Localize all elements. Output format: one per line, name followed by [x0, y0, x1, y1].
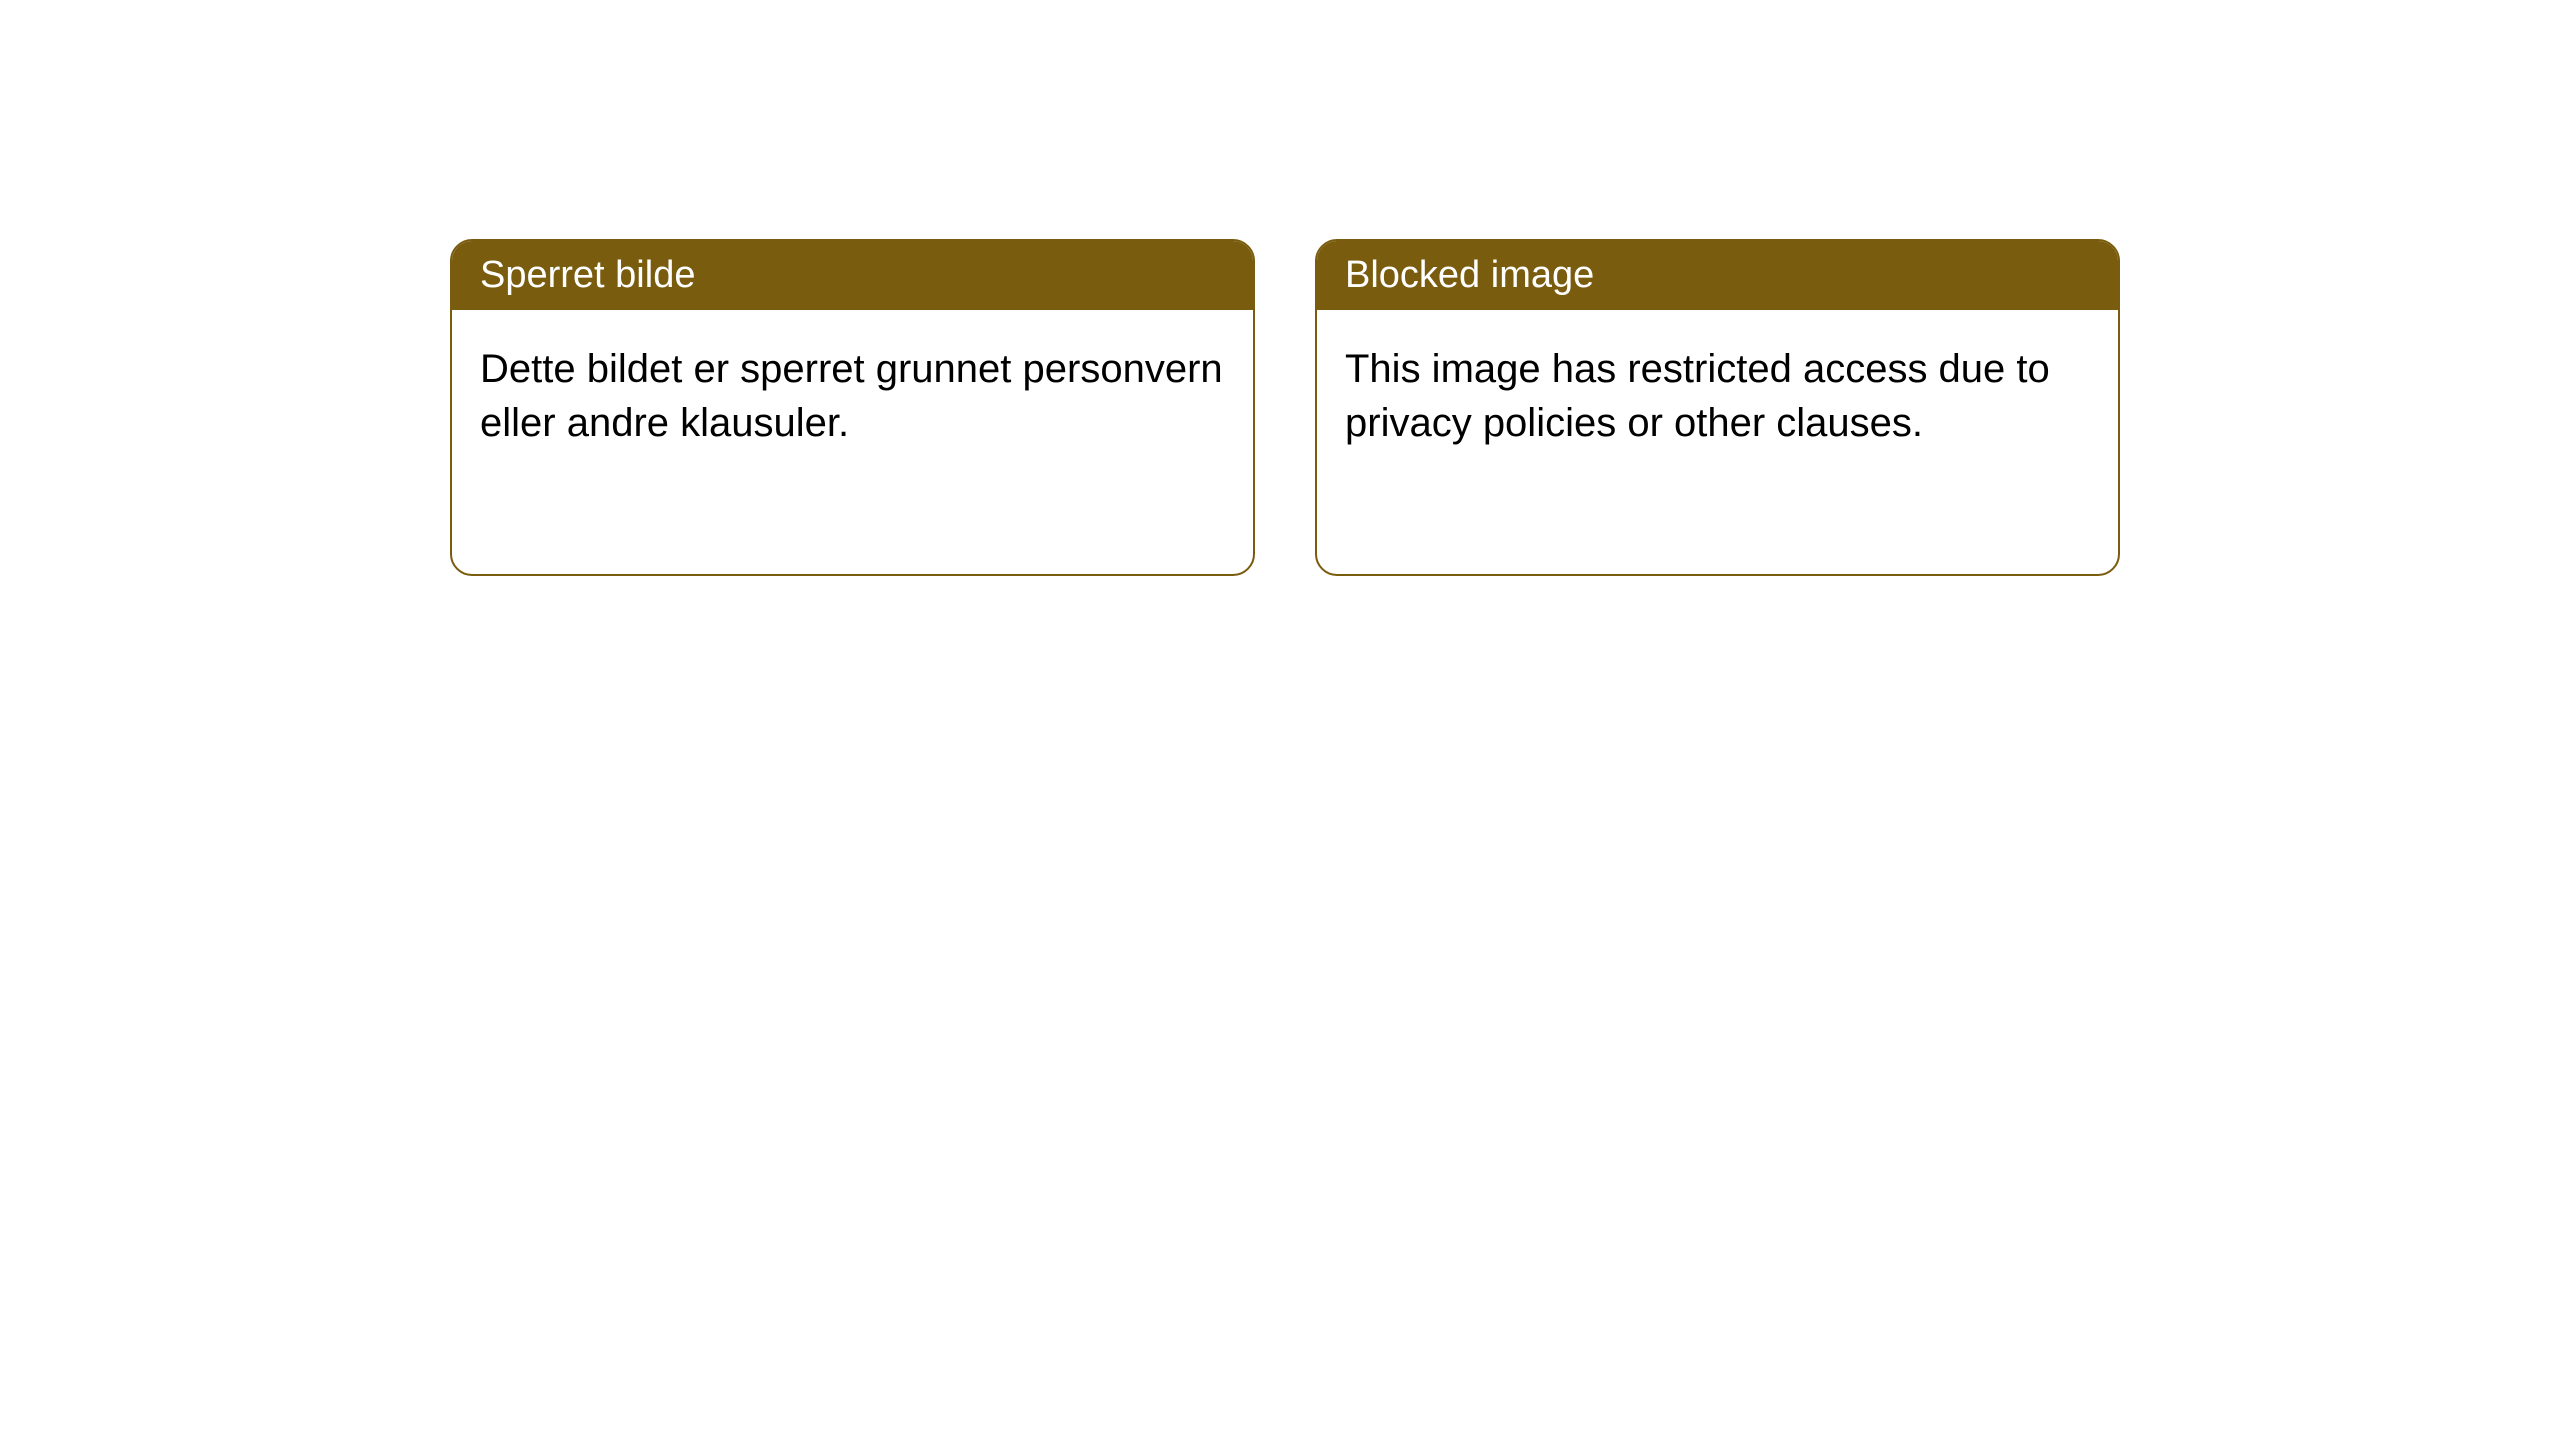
notice-cards-container: Sperret bilde Dette bildet er sperret gr…	[450, 239, 2120, 576]
notice-header: Blocked image	[1317, 241, 2118, 310]
notice-header: Sperret bilde	[452, 241, 1253, 310]
notice-body: Dette bildet er sperret grunnet personve…	[452, 310, 1253, 482]
notice-body: This image has restricted access due to …	[1317, 310, 2118, 482]
notice-card-english: Blocked image This image has restricted …	[1315, 239, 2120, 576]
notice-card-norwegian: Sperret bilde Dette bildet er sperret gr…	[450, 239, 1255, 576]
